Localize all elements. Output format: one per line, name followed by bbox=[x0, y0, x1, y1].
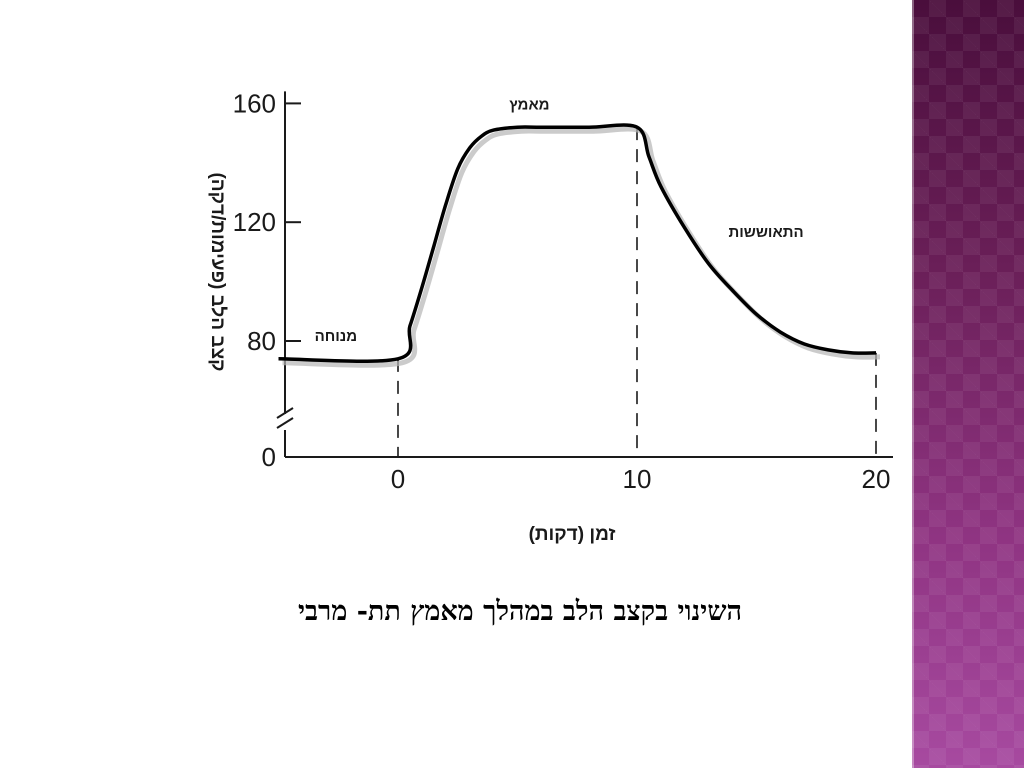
slide-caption: השינוי בקצב הלב במהלך מאמץ תת- מרבי bbox=[297, 596, 743, 627]
diamond-pattern bbox=[912, 0, 1024, 768]
phase-markers bbox=[397, 127, 877, 457]
side-panel-edge bbox=[912, 0, 914, 768]
chart-labels: 0 80 120 160 0 10 20 מנוחה מאמץ התאוששות זמן (דקות… bbox=[207, 88, 890, 545]
x-tick-label: 0 bbox=[391, 464, 405, 494]
axis-break-mark bbox=[276, 417, 294, 429]
phase-annotation: מאמץ bbox=[509, 96, 549, 113]
y-tick-label: 160 bbox=[233, 88, 276, 118]
y-tick-label: 80 bbox=[247, 326, 276, 356]
phase-annotation: התאוששות bbox=[728, 224, 803, 241]
series-shadow bbox=[282, 126, 881, 368]
chart-series bbox=[278, 123, 881, 368]
y-tick-label: 120 bbox=[233, 207, 276, 237]
chart-axes bbox=[276, 91, 893, 458]
heart-rate-line bbox=[278, 123, 877, 363]
x-tick-label: 10 bbox=[623, 464, 652, 494]
heart-rate-chart: 0 80 120 160 0 10 20 מנוחה מאמץ התאוששות זמן (דקות… bbox=[207, 88, 893, 545]
axis-break-mark bbox=[276, 407, 294, 419]
x-tick-label: 20 bbox=[862, 464, 891, 494]
y-axis-label: קצב הלב (פעימות/דקה) bbox=[207, 172, 228, 371]
y-tick-label: 0 bbox=[262, 442, 276, 472]
x-axis-label: זמן (דקות) bbox=[529, 524, 616, 545]
phase-annotation: מנוחה bbox=[315, 328, 358, 345]
decorative-side-panel bbox=[912, 0, 1024, 768]
